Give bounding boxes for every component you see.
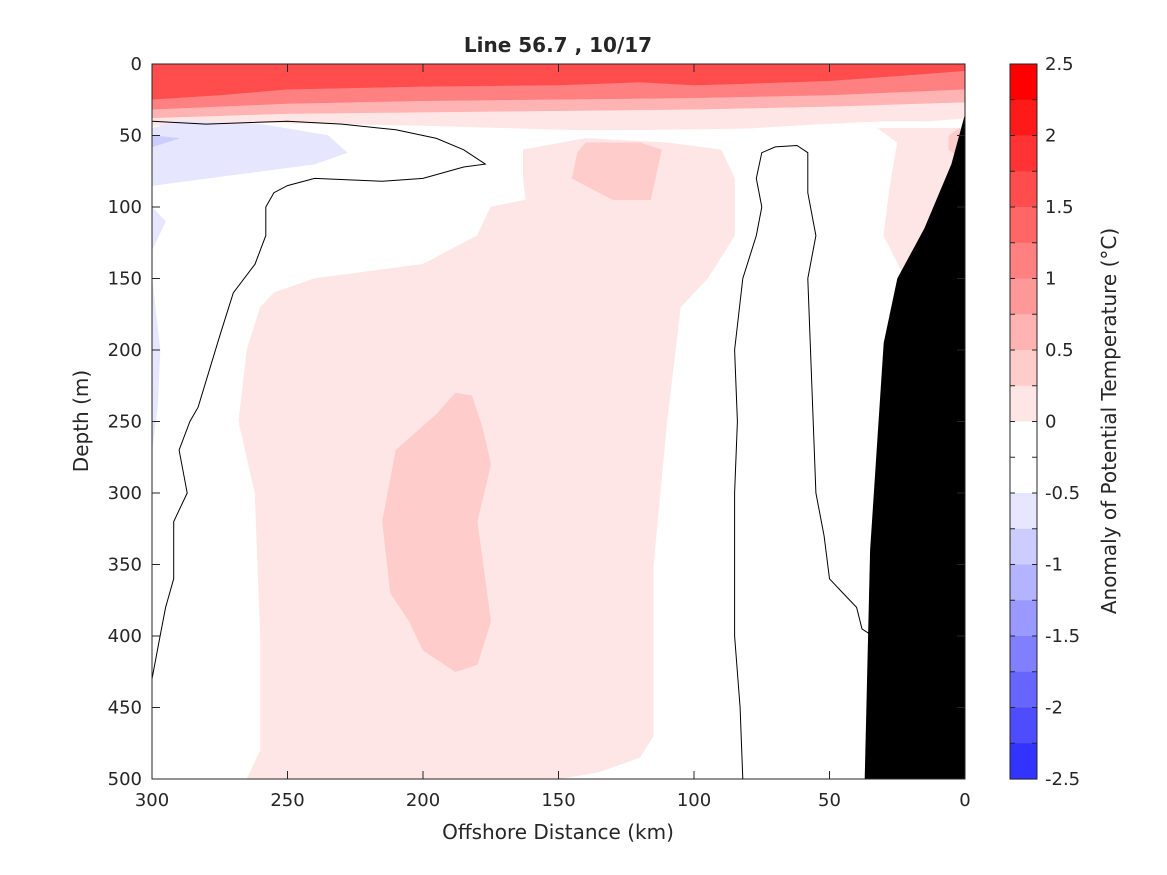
x-tick-label: 250: [270, 790, 304, 811]
anomaly-region-13: [152, 278, 161, 451]
chart-title: Line 56.7 , 10/17: [464, 33, 652, 57]
y-tick-label: 500: [108, 769, 142, 790]
colorbar-segment: [1010, 314, 1037, 351]
colorbar-tick-label: -2: [1045, 698, 1063, 719]
colorbar-segment: [1010, 493, 1037, 530]
x-tick-label: 0: [959, 790, 970, 811]
colorbar-tick-label: 2: [1045, 126, 1056, 147]
colorbar-segment: [1010, 636, 1037, 673]
colorbar-tick-label: 0.5: [1045, 340, 1074, 361]
colorbar-segment: [1010, 600, 1037, 637]
x-tick-label: 200: [406, 790, 440, 811]
colorbar-segment: [1010, 457, 1037, 494]
colorbar-segment: [1010, 99, 1037, 137]
colorbar-segment: [1010, 743, 1037, 780]
colorbar-tick-label: -1.5: [1045, 626, 1080, 647]
x-tick-label: 150: [541, 790, 575, 811]
x-axis: 300 250 200 150 100 50 0: [135, 64, 971, 811]
colorbar-segment: [1010, 350, 1037, 387]
x-tick-label: 50: [818, 790, 841, 811]
colorbar-tick-label: -2.5: [1045, 769, 1080, 790]
colorbar-tick-label: 2.5: [1045, 54, 1074, 75]
colorbar-tick-label: 1.5: [1045, 197, 1074, 218]
zero-contour-lines: [152, 120, 884, 779]
anomaly-regions: [152, 64, 965, 779]
colorbar-segment: [1010, 135, 1037, 172]
seafloor-mask: [864, 114, 965, 779]
anomaly-region-9: [382, 392, 492, 673]
y-tick-label: 50: [119, 126, 142, 147]
anomaly-region-12: [152, 206, 166, 251]
x-tick-label: 300: [135, 790, 169, 811]
colorbar-segment: [1010, 671, 1037, 709]
colorbar-tick-label: 0: [1045, 412, 1056, 433]
y-tick-label: 400: [108, 626, 142, 647]
colorbar-tick-label: 1: [1045, 269, 1056, 290]
y-tick-label: 200: [108, 340, 142, 361]
colorbar-tick-label: -1: [1045, 555, 1063, 576]
anomaly-region-5: [152, 102, 965, 131]
colorbar-frame: [1009, 63, 1038, 780]
colorbar-segment: [1010, 564, 1037, 601]
colorbar-segment: [1010, 421, 1037, 458]
y-tick-label: 450: [108, 698, 142, 719]
colorbar-segment: [1010, 278, 1037, 315]
colorbar-tick-label: -0.5: [1045, 483, 1080, 504]
y-tick-label: 0: [131, 54, 142, 75]
y-tick-label: 300: [108, 483, 142, 504]
y-tick-label: 350: [108, 555, 142, 576]
colorbar-label: Anomaly of Potential Temperature (°C): [1097, 228, 1121, 614]
colorbar: 2.5 2 1.5 1 0.5 0 -0.5 -1 -1.5 -2 -2.5: [1009, 54, 1080, 790]
colorbar-segment: [1010, 528, 1037, 566]
y-tick-label: 150: [108, 269, 142, 290]
y-tick-label: 100: [108, 197, 142, 218]
colorbar-segment: [1010, 242, 1037, 280]
contour-line-1: [734, 144, 884, 779]
contour-line-0: [152, 120, 487, 724]
colorbar-segment: [1010, 207, 1037, 244]
x-axis-label: Offshore Distance (km): [442, 820, 674, 844]
colorbar-segment: [1010, 707, 1037, 744]
y-tick-label: 250: [108, 412, 142, 433]
x-tick-label: 100: [677, 790, 711, 811]
anomaly-region-11: [152, 120, 348, 186]
plot-area: [151, 63, 966, 780]
colorbar-segment: [1010, 171, 1037, 208]
colorbar-segment: [1010, 64, 1037, 101]
y-axis-label: Depth (m): [69, 370, 93, 472]
colorbar-segment: [1010, 385, 1037, 423]
anomaly-region-14: [152, 135, 180, 148]
seafloor: [864, 114, 965, 779]
anomaly-region-8: [571, 142, 662, 201]
y-axis: 0 50 100 150 200 250 300 350 400 450 500: [108, 54, 965, 790]
